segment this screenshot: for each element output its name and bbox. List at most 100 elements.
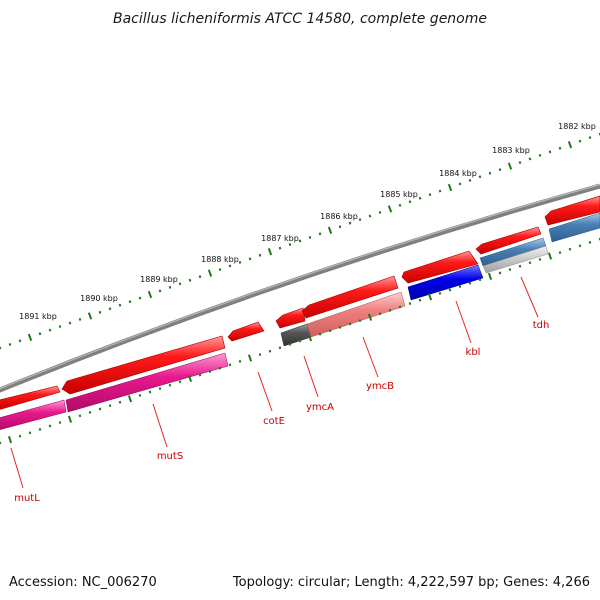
ruler-minor-tick bbox=[288, 342, 292, 346]
scale-major-tick bbox=[327, 226, 333, 234]
gene-label-ymcA: ymcA bbox=[306, 402, 334, 413]
scale-minor-tick bbox=[98, 310, 102, 314]
scale-minor-tick bbox=[518, 161, 522, 165]
gene-label-mutL: mutL bbox=[14, 493, 40, 504]
scale-minor-tick bbox=[178, 282, 182, 286]
scale-minor-tick bbox=[358, 218, 362, 222]
ruler-major-tick bbox=[187, 374, 193, 383]
scale-major-tick bbox=[567, 141, 573, 149]
scale-minor-tick bbox=[258, 253, 262, 257]
scale-minor-tick bbox=[298, 239, 302, 243]
ruler-minor-tick bbox=[208, 370, 212, 374]
leader-ymcA bbox=[303, 355, 319, 398]
scale-minor-tick bbox=[48, 328, 52, 332]
scale-major-tick bbox=[87, 312, 93, 320]
scale-minor-tick bbox=[68, 321, 72, 325]
scale-label-1886: 1886 kbp bbox=[320, 212, 358, 221]
scale-minor-tick bbox=[338, 225, 342, 229]
ruler-minor-tick bbox=[18, 434, 22, 438]
cog-bar-mutL bbox=[0, 399, 67, 430]
scale-minor-tick bbox=[528, 157, 532, 161]
scale-minor-tick bbox=[488, 171, 492, 175]
cds-arrow-kbl-forward bbox=[401, 250, 479, 284]
leader-mutS bbox=[152, 403, 168, 448]
kbp-scale bbox=[0, 132, 600, 350]
scale-minor-tick bbox=[548, 150, 552, 154]
ruler-minor-tick bbox=[578, 244, 582, 248]
ruler-minor-tick bbox=[298, 339, 302, 343]
cds-arrow-ymcA-forward bbox=[275, 307, 306, 329]
scale-major-tick bbox=[267, 248, 273, 256]
ruler-minor-tick bbox=[178, 380, 182, 384]
ruler-minor-tick bbox=[38, 427, 42, 431]
ruler-minor-tick bbox=[458, 285, 462, 289]
scale-minor-tick bbox=[128, 300, 132, 304]
scale-minor-tick bbox=[418, 196, 422, 200]
scale-label-1890: 1890 kbp bbox=[80, 294, 118, 303]
scale-major-tick bbox=[207, 269, 213, 277]
scale-minor-tick bbox=[198, 275, 202, 279]
cds-arrow-tdh-forward bbox=[475, 226, 542, 255]
ruler-minor-tick bbox=[198, 373, 202, 377]
scale-major-tick bbox=[507, 162, 513, 170]
ruler-major-tick bbox=[247, 354, 253, 362]
leader-kbl bbox=[455, 300, 472, 344]
ruler-minor-tick bbox=[168, 383, 172, 387]
scale-minor-tick bbox=[498, 168, 502, 172]
scale-minor-tick bbox=[248, 257, 252, 261]
scale-minor-tick bbox=[18, 339, 22, 343]
ruler-minor-tick bbox=[408, 302, 412, 306]
ruler-major-tick bbox=[7, 435, 13, 444]
scale-minor-tick bbox=[278, 246, 282, 250]
leader-tdh bbox=[520, 276, 539, 318]
gene-label-tdh: tdh bbox=[533, 320, 550, 331]
ruler-minor-tick bbox=[438, 291, 442, 295]
ruler-minor-tick bbox=[138, 393, 142, 397]
scale-minor-tick bbox=[158, 289, 162, 293]
scale-minor-tick bbox=[408, 200, 412, 204]
ruler-minor-tick bbox=[418, 298, 422, 302]
scale-minor-tick bbox=[8, 342, 12, 346]
scale-minor-tick bbox=[438, 189, 442, 193]
cog-bar-mutS bbox=[65, 352, 229, 413]
cog-bar-ymcB bbox=[306, 291, 406, 338]
scale-label-1883: 1883 kbp bbox=[492, 146, 530, 155]
ruler-minor-tick bbox=[588, 240, 592, 244]
scale-minor-tick bbox=[368, 214, 372, 218]
scale-minor-tick bbox=[58, 325, 62, 329]
ruler-minor-tick bbox=[328, 329, 332, 333]
scale-label-1891: 1891 kbp bbox=[19, 312, 57, 321]
scale-major-tick bbox=[447, 183, 453, 192]
scale-minor-tick bbox=[118, 303, 122, 307]
gene-label-mutS: mutS bbox=[157, 451, 183, 462]
scale-minor-tick bbox=[468, 178, 472, 182]
leader-ymcB bbox=[362, 336, 379, 378]
ruler-minor-tick bbox=[158, 387, 162, 391]
ruler-minor-tick bbox=[358, 319, 362, 323]
ruler-minor-tick bbox=[78, 414, 82, 418]
scale-major-tick bbox=[147, 290, 153, 299]
scale-minor-tick bbox=[588, 136, 592, 140]
scale-minor-tick bbox=[478, 175, 482, 179]
ruler-minor-tick bbox=[378, 312, 382, 316]
cds-arrow-ymcB-forward bbox=[301, 275, 399, 319]
scale-label-1888: 1888 kbp bbox=[201, 255, 239, 264]
ruler-major-tick bbox=[367, 313, 373, 321]
genome-backbone-highlight bbox=[0, 184, 600, 390]
ruler-minor-tick bbox=[228, 363, 232, 367]
ruler-minor-tick bbox=[108, 404, 112, 408]
scale-minor-tick bbox=[578, 139, 582, 143]
map-title: Bacillus licheniformis ATCC 14580, compl… bbox=[113, 11, 487, 27]
cds-arrow-mutS-forward bbox=[61, 335, 226, 395]
ruler-minor-tick bbox=[388, 308, 392, 312]
ruler-minor-tick bbox=[118, 400, 122, 404]
scale-major-tick bbox=[27, 333, 33, 341]
scale-minor-tick bbox=[168, 285, 172, 289]
ruler-minor-tick bbox=[238, 359, 242, 363]
ruler-minor-tick bbox=[508, 268, 512, 272]
scale-minor-tick bbox=[348, 221, 352, 225]
scale-label-1885: 1885 kbp bbox=[380, 190, 418, 199]
ruler-minor-tick bbox=[518, 264, 522, 268]
scale-label-1882: 1882 kbp bbox=[558, 122, 596, 131]
